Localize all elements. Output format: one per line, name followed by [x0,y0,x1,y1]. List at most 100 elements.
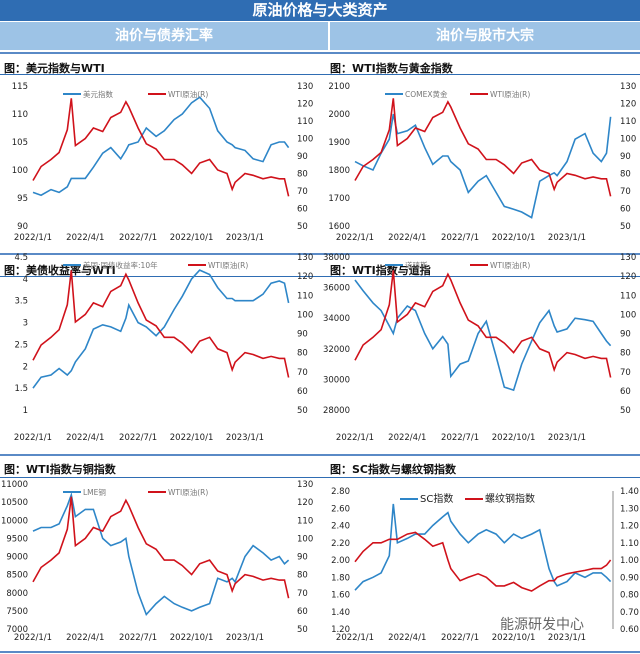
y2-tick-label: 1.40 [620,487,639,497]
y2-tick-label: 80 [297,349,308,359]
y2-tick-label: 50 [297,406,308,416]
y-tick-label: 110 [12,110,28,120]
y-tick-label: 9500 [6,534,28,544]
y2-tick-label: 1.00 [620,556,639,566]
legend-label: SC指数 [420,492,453,505]
series-line-blue [354,503,612,591]
legend-label: LME铜 [83,487,106,497]
x-tick-label: 2023/1/1 [548,233,586,243]
divider [0,477,640,478]
y2-tick-label: 90 [620,152,631,162]
x-tick-label: 2022/10/1 [170,633,214,643]
y2-tick-label: 0.80 [620,591,639,601]
y2-tick-label: 100 [620,135,636,145]
x-tick-label: 2023/1/1 [226,233,264,243]
legend-label: WTI原油(R) [490,89,530,99]
x-tick-label: 2022/7/1 [441,433,479,443]
y2-tick-label: 60 [297,205,308,215]
series-line-red [354,270,612,378]
series-line-blue [32,491,290,617]
x-tick-label: 2022/10/1 [492,633,536,643]
y2-tick-label: 70 [297,187,308,197]
y-tick-label: 2100 [328,82,350,92]
y2-tick-label: 1.30 [620,504,639,514]
y-tick-label: 2.00 [331,556,350,566]
legend-label: 美国:国债收益率:10年 [83,260,158,270]
x-tick-label: 2022/10/1 [170,233,214,243]
y2-tick-label: 130 [620,253,636,263]
y-tick-label: 1.40 [331,608,350,618]
x-tick-label: 2022/10/1 [492,233,536,243]
x-tick-label: 2022/4/1 [66,633,104,643]
y2-tick-label: 110 [620,117,636,127]
y2-tick-label: 0.70 [620,608,639,618]
x-tick-label: 2022/10/1 [492,433,536,443]
section-header-right: 油价与股市大宗 [330,22,640,50]
x-tick-label: 2022/7/1 [441,233,479,243]
x-tick-label: 2023/1/1 [226,433,264,443]
y-tick-label: 9000 [6,553,28,563]
chart-title: 图：美债收益率与WTI [4,264,116,277]
divider [0,454,640,456]
x-tick-label: 2022/7/1 [441,633,479,643]
series-line-red [32,98,290,197]
y-tick-label: 95 [17,194,28,204]
y-tick-label: 1 [23,406,28,416]
y2-tick-label: 70 [297,368,308,378]
y2-tick-label: 120 [620,272,636,282]
x-tick-label: 2022/4/1 [388,233,426,243]
x-tick-label: 2022/1/1 [14,433,52,443]
y2-tick-label: 50 [620,406,631,416]
y2-tick-label: 80 [620,349,631,359]
legend-label: WTI原油(R) [490,260,530,270]
y2-tick-label: 110 [297,516,313,526]
y-tick-label: 28000 [323,406,350,416]
series-line-red [354,98,612,197]
series-line-red [32,270,290,378]
x-tick-label: 2022/1/1 [336,633,374,643]
legend-label: 螺纹钢指数 [485,492,535,505]
series-line-blue [32,269,290,389]
y2-tick-label: 90 [297,553,308,563]
y2-tick-label: 70 [620,187,631,197]
x-tick-label: 2022/4/1 [66,233,104,243]
y-tick-label: 1.20 [331,625,350,635]
x-tick-label: 2022/4/1 [66,433,104,443]
x-tick-label: 2022/10/1 [170,433,214,443]
y-tick-label: 4.5 [14,253,28,263]
y-tick-label: 36000 [323,284,350,294]
y2-tick-label: 120 [297,498,313,508]
y2-tick-label: 60 [620,205,631,215]
main-title: 原油价格与大类资产 [0,0,640,21]
y-tick-label: 2.40 [331,522,350,532]
y2-tick-label: 60 [297,387,308,397]
y-tick-label: 2.20 [331,539,350,549]
y2-tick-label: 130 [297,480,313,490]
y-tick-label: 1600 [328,222,350,232]
y2-tick-label: 90 [297,330,308,340]
x-tick-label: 2022/1/1 [14,633,52,643]
y-tick-label: 10500 [1,498,28,508]
y-tick-label: 11000 [1,480,28,490]
y2-tick-label: 90 [620,330,631,340]
y2-tick-label: 110 [297,291,313,301]
y-tick-label: 1.80 [331,573,350,583]
y-tick-label: 1.60 [331,591,350,601]
chart-title: 图：WTI指数与铜指数 [4,463,116,476]
y-tick-label: 7500 [6,607,28,617]
series-line-red [354,531,612,592]
x-tick-label: 2023/1/1 [226,633,264,643]
y2-tick-label: 0.60 [620,625,639,635]
y-tick-label: 2000 [328,110,350,120]
y-tick-label: 105 [12,138,28,148]
y2-tick-label: 110 [620,291,636,301]
y2-tick-label: 80 [620,170,631,180]
y-tick-label: 8000 [6,589,28,599]
y-tick-label: 8500 [6,571,28,581]
y2-tick-label: 120 [297,100,313,110]
legend-label: WTI原油(R) [168,89,208,99]
y2-tick-label: 130 [297,82,313,92]
y2-tick-label: 80 [297,571,308,581]
y2-tick-label: 100 [297,135,313,145]
